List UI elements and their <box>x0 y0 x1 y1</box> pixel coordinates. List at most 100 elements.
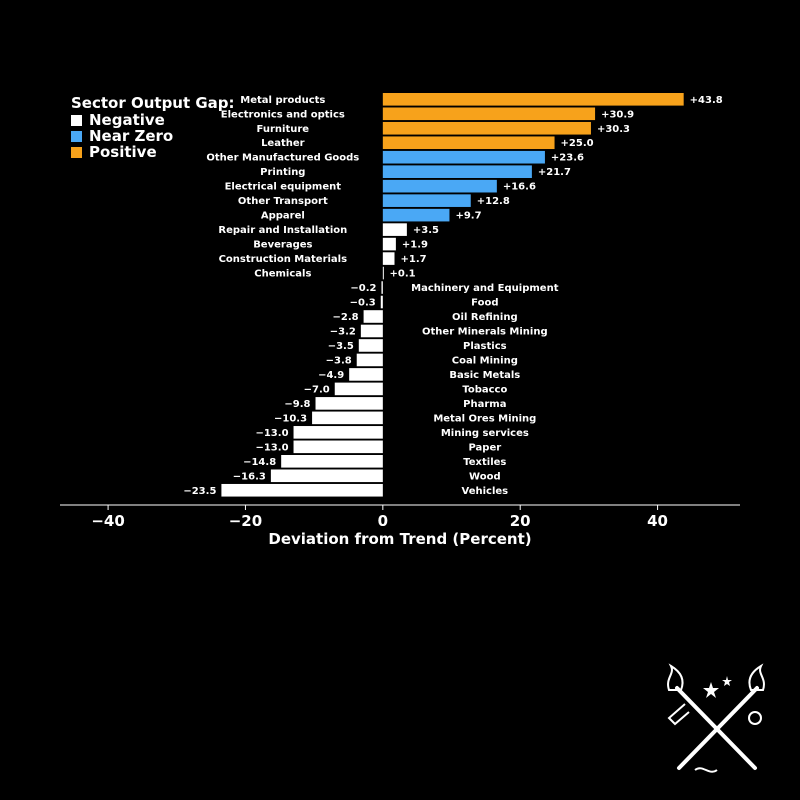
bar-other-manufactured-goods <box>382 150 545 164</box>
category-label-repair-and-installation: Repair and Installation <box>218 225 347 236</box>
value-label-chemicals: +0.1 <box>390 269 416 280</box>
crossed-torches-emblem-icon <box>667 663 765 773</box>
category-label-electronics-and-optics: Electronics and optics <box>221 109 345 120</box>
value-label-metal-products: +43.8 <box>690 95 723 106</box>
bar-beverages <box>382 237 396 251</box>
legend-item-negative: Negative <box>71 112 235 128</box>
category-label-vehicles: Vehicles <box>462 486 509 497</box>
value-label-apparel: +9.7 <box>455 211 481 222</box>
bar-basic-metals <box>349 368 383 381</box>
legend-item-near-zero: Near Zero <box>71 128 235 144</box>
category-label-textiles: Textiles <box>463 457 506 468</box>
legend-item-positive: Positive <box>71 144 235 160</box>
legend-swatch-near-zero <box>71 130 82 142</box>
bar-construction-materials <box>382 252 395 265</box>
x-tick-label-2: 0 <box>378 512 388 530</box>
bar-tobacco <box>334 382 383 396</box>
value-label-construction-materials: +1.7 <box>401 254 427 265</box>
x-tick-label-3: 20 <box>510 512 531 530</box>
category-label-metal-products: Metal products <box>240 95 325 106</box>
category-label-furniture: Furniture <box>257 124 310 135</box>
value-label-metal-ores-mining: −10.3 <box>274 413 307 424</box>
value-label-vehicles: −23.5 <box>183 486 216 497</box>
value-label-pharma: −9.8 <box>284 399 310 410</box>
bar-machinery-and-equipment <box>381 281 383 294</box>
x-tick-label-4: 40 <box>647 512 668 530</box>
category-label-other-manufactured-goods: Other Manufactured Goods <box>206 153 359 164</box>
value-label-other-manufactured-goods: +23.6 <box>551 153 584 164</box>
category-label-plastics: Plastics <box>463 341 507 352</box>
legend-label-positive: Positive <box>89 143 157 161</box>
category-label-other-transport: Other Transport <box>238 196 328 207</box>
category-label-pharma: Pharma <box>463 399 506 410</box>
value-label-wood: −16.3 <box>233 471 266 482</box>
value-label-mining-services: −13.0 <box>255 428 288 439</box>
value-label-textiles: −14.8 <box>243 457 276 468</box>
value-label-food: −0.3 <box>350 298 376 309</box>
value-label-furniture: +30.3 <box>597 124 630 135</box>
category-label-other-minerals-mining: Other Minerals Mining <box>422 326 548 337</box>
bar-plastics <box>358 339 383 352</box>
category-label-construction-materials: Construction Materials <box>219 254 348 265</box>
category-label-mining-services: Mining services <box>441 428 529 439</box>
bar-electrical-equipment <box>382 179 497 193</box>
bar-pharma <box>315 397 383 410</box>
value-label-beverages: +1.9 <box>402 240 428 251</box>
value-label-oil-refining: −2.8 <box>333 312 359 323</box>
bar-electronics-and-optics <box>382 107 596 121</box>
value-label-paper: −13.0 <box>255 442 288 453</box>
value-label-electrical-equipment: +16.6 <box>503 182 536 193</box>
bar-metal-products <box>382 93 684 106</box>
category-label-coal-mining: Coal Mining <box>452 355 518 366</box>
category-label-beverages: Beverages <box>253 240 312 251</box>
labels-group: Metal products +43.8 Electronics and optic… <box>183 95 722 497</box>
bar-mining-services <box>293 426 383 439</box>
bar-food <box>380 295 383 309</box>
value-label-coal-mining: −3.8 <box>326 355 352 366</box>
category-label-basic-metals: Basic Metals <box>449 370 520 381</box>
legend-swatch-positive <box>71 146 82 158</box>
category-label-apparel: Apparel <box>261 211 305 222</box>
bar-coal-mining <box>356 353 383 367</box>
value-label-printing: +21.7 <box>538 167 571 178</box>
bar-furniture <box>382 121 591 135</box>
value-label-leather: +25.0 <box>561 138 594 149</box>
legend-title: Sector Output Gap: <box>71 94 235 112</box>
bar-printing <box>382 165 532 178</box>
value-label-basic-metals: −4.9 <box>318 370 344 381</box>
value-label-other-transport: +12.8 <box>477 196 510 207</box>
x-axis: −40 −20 0 20 40 <box>60 504 740 530</box>
value-label-machinery-and-equipment: −0.2 <box>350 283 376 294</box>
bar-metal-ores-mining <box>312 411 383 425</box>
category-label-printing: Printing <box>260 167 305 178</box>
value-label-repair-and-installation: +3.5 <box>413 225 439 236</box>
x-tick-label-0: −40 <box>91 512 124 530</box>
legend-label-near-zero: Near Zero <box>89 127 174 145</box>
category-label-electrical-equipment: Electrical equipment <box>225 182 342 193</box>
bars-group <box>221 93 684 497</box>
value-label-plastics: −3.5 <box>328 341 354 352</box>
category-label-leather: Leather <box>261 138 305 149</box>
bar-leather <box>382 136 555 150</box>
x-axis-label: Deviation from Trend (Percent) <box>268 530 531 548</box>
category-label-wood: Wood <box>469 471 501 482</box>
bar-oil-refining <box>363 310 383 323</box>
bar-chemicals <box>382 266 384 280</box>
legend: Sector Output Gap: Negative Near Zero Po… <box>71 95 235 160</box>
x-tick-label-1: −20 <box>229 512 262 530</box>
category-label-tobacco: Tobacco <box>462 384 507 395</box>
bar-apparel <box>382 208 450 222</box>
bar-vehicles <box>221 483 383 497</box>
legend-swatch-negative <box>71 114 82 126</box>
bar-paper <box>293 440 383 454</box>
bar-repair-and-installation <box>382 223 407 236</box>
bar-wood <box>270 469 383 483</box>
bar-textiles <box>281 455 383 468</box>
bar-other-transport <box>382 194 471 207</box>
category-label-paper: Paper <box>468 442 501 453</box>
category-label-chemicals: Chemicals <box>254 269 311 280</box>
category-label-metal-ores-mining: Metal Ores Mining <box>433 413 536 424</box>
value-label-other-minerals-mining: −3.2 <box>330 326 356 337</box>
legend-label-negative: Negative <box>89 111 165 129</box>
